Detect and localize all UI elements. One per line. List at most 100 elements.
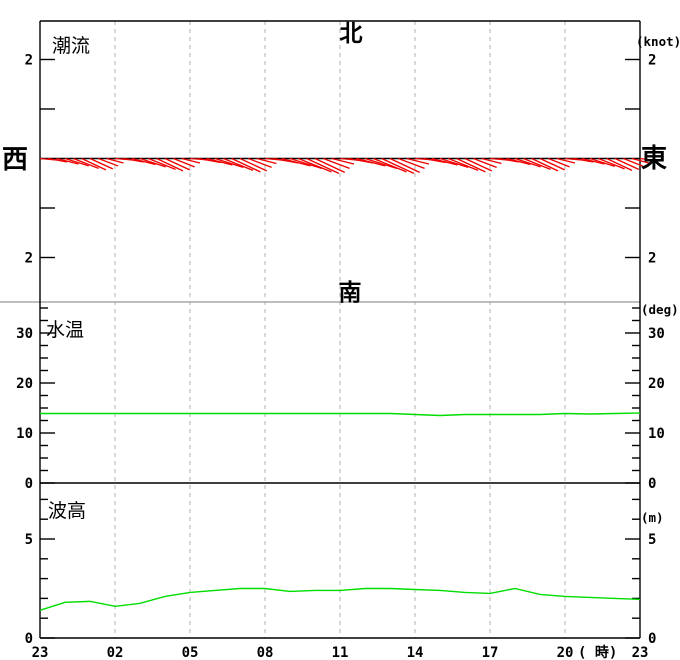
current-vector-stick <box>198 157 221 164</box>
current-vector-stick <box>306 157 340 174</box>
current-vector-stick <box>81 157 107 171</box>
south-direction-label: 南 <box>339 280 362 306</box>
current-vector-stick <box>256 157 277 165</box>
current-vector-stick <box>514 157 541 168</box>
y-tick-label: 2 <box>25 53 33 69</box>
hour-suffix-label: ( 時) <box>578 644 617 660</box>
y-tick-label: 0 <box>25 476 33 492</box>
x-axis-hour-label: 11 <box>332 645 349 660</box>
current-vector-stick <box>364 157 397 170</box>
current-vector-stick <box>606 157 633 171</box>
wave-panel-title: 波高 <box>48 500 86 522</box>
current-vector-stick <box>314 157 345 173</box>
current-vector-stick <box>223 157 254 171</box>
current-vector-stick <box>214 157 244 169</box>
series-layer <box>39 157 659 611</box>
water-temperature-line <box>40 412 641 417</box>
temp-panel-title: 水温 <box>46 319 84 341</box>
west-direction-label: 西 <box>2 145 28 175</box>
current-vector-stick <box>239 157 268 172</box>
current-vector-stick <box>48 157 68 163</box>
east-direction-label: 東 <box>641 144 667 174</box>
current-vector-stick <box>381 157 415 174</box>
current-vector-stick <box>248 157 272 169</box>
deg-unit-label: (deg) <box>641 302 679 317</box>
current-vector-stick <box>506 157 531 166</box>
current-vector-stick <box>123 157 144 163</box>
x-axis-hour-label: 20 <box>557 645 574 660</box>
m-unit-label: (m) <box>641 510 664 525</box>
y-tick-label: 10 <box>648 426 665 442</box>
current-vector-stick <box>623 157 644 168</box>
current-vector-stick <box>406 157 430 165</box>
current-vector-stick <box>356 157 386 167</box>
x-axis-hour-label: 14 <box>407 645 424 660</box>
x-axis-hour-label: 05 <box>182 645 199 660</box>
current-vector-stick <box>331 157 355 165</box>
current-vector-stick <box>131 157 156 166</box>
current-vector-stick <box>581 157 605 165</box>
current-vector-stick <box>639 157 659 162</box>
current-vector-stick <box>631 157 650 164</box>
y-tick-label: 20 <box>16 376 33 392</box>
y-tick-label: 10 <box>16 426 33 442</box>
current-vector-stick <box>431 157 458 166</box>
y-tick-label: 30 <box>16 326 33 342</box>
current-vector-stick <box>456 157 486 173</box>
current-vector-stick <box>156 157 184 172</box>
current-vector-stick <box>181 157 201 164</box>
current-vector-stick <box>139 157 166 168</box>
knot-unit-label: (knot) <box>636 34 680 49</box>
current-vector-stick <box>56 157 79 165</box>
current-vector-stick <box>439 157 469 169</box>
current-vector-stick <box>73 157 99 170</box>
grid-layer <box>0 21 640 638</box>
x-axis-hour-label: 17 <box>482 645 499 660</box>
current-vector-stick <box>289 157 322 170</box>
current-vector-stick <box>389 157 420 173</box>
current-vector-stick <box>464 157 493 172</box>
current-vector-stick <box>89 157 114 170</box>
current-vector-stick <box>556 157 576 164</box>
current-vector-stick <box>473 157 497 169</box>
current-vector-stick <box>398 157 425 170</box>
y-tick-label: 0 <box>648 476 656 492</box>
current-vector-stick <box>539 157 566 171</box>
current-vector-stick <box>106 157 124 164</box>
current-vector-stick <box>531 157 559 172</box>
x-axis-hour-label: 08 <box>257 645 274 660</box>
x-axis-hour-label: 23 <box>32 645 49 660</box>
y-tick-label: 5 <box>25 532 33 548</box>
current-vector-stick <box>548 157 570 168</box>
current-vector-stick <box>589 157 615 168</box>
y-tick-label: 30 <box>648 326 665 342</box>
current-vector-stick <box>64 157 89 167</box>
axes-layer <box>39 20 641 639</box>
current-vector-stick <box>323 157 350 170</box>
wave-height-line <box>39 587 641 611</box>
current-vector-stick <box>173 157 195 168</box>
y-tick-label: 20 <box>648 376 665 392</box>
y-tick-label: 0 <box>648 631 656 647</box>
current-vector-stick <box>98 157 119 167</box>
y-tick-label: 5 <box>648 532 656 548</box>
current-vector-stick <box>614 157 640 170</box>
y-tick-label: 0 <box>25 631 33 647</box>
x-axis-hour-label: 02 <box>107 645 124 660</box>
current-vector-stick <box>498 157 519 163</box>
x-axis-labels-layer: 23 02 05 08 11 14 17 20 23 <box>32 645 649 660</box>
current-vector-stick <box>598 157 625 170</box>
current-vector-stick <box>206 157 233 166</box>
current-vector-stick <box>423 157 446 164</box>
current-vector-stick <box>164 157 191 171</box>
y-tick-label: 2 <box>25 251 33 267</box>
current-vector-stick <box>573 157 594 163</box>
current-vector-stick <box>523 157 551 170</box>
y-tick-label: 2 <box>648 53 656 69</box>
current-vector-stick <box>281 157 311 167</box>
north-direction-label: 北 <box>340 21 363 47</box>
current-panel-title: 潮流 <box>52 35 90 57</box>
